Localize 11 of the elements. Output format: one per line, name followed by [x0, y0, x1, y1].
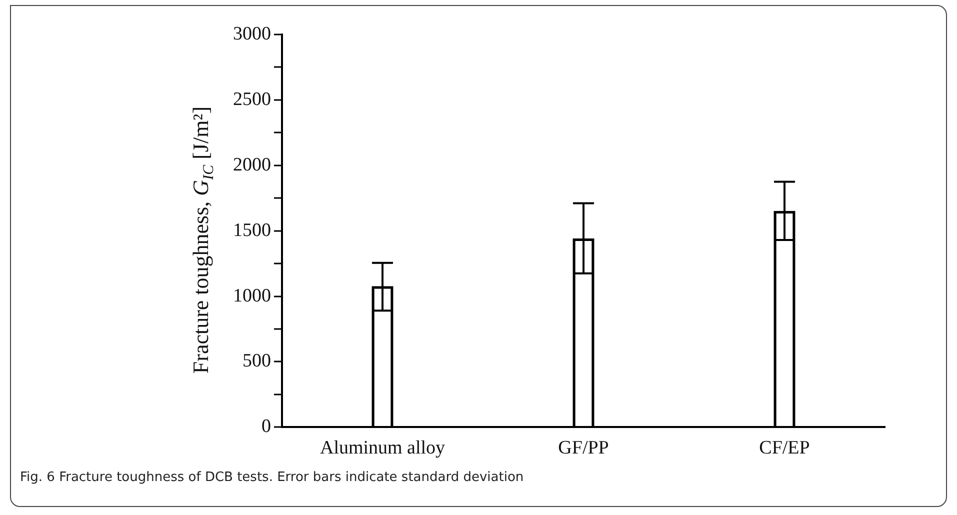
y-tick-label: 2000: [233, 154, 271, 176]
y-tick-label: 0: [262, 416, 271, 438]
x-tick-label: Aluminum alloy: [320, 438, 446, 459]
y-tick-label: 1000: [233, 285, 271, 306]
y-tick-label: 500: [242, 350, 271, 372]
y-tick-label: 2500: [233, 88, 271, 110]
caption: Fig. 6 Fracture toughness of DCB tests. Error bars indicate standard deviation: [20, 470, 524, 485]
x-tick-label: GF/PP: [558, 438, 609, 459]
x-tick-label: CF/EP: [759, 438, 810, 459]
y-tick-label: 1500: [233, 220, 271, 241]
y-tick-label: 3000: [233, 23, 271, 44]
